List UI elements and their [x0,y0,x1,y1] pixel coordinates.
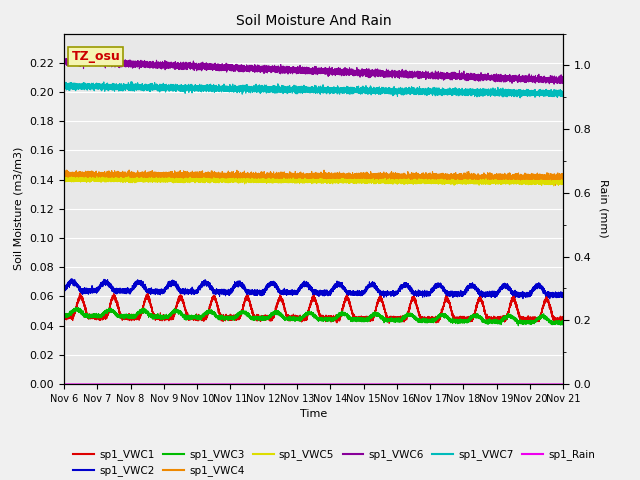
Y-axis label: Rain (mm): Rain (mm) [598,180,608,238]
Text: TZ_osu: TZ_osu [72,50,120,63]
X-axis label: Time: Time [300,409,327,419]
Legend: sp1_VWC1, sp1_VWC2, sp1_VWC3, sp1_VWC4, sp1_VWC5, sp1_VWC6, sp1_VWC7, sp1_Rain: sp1_VWC1, sp1_VWC2, sp1_VWC3, sp1_VWC4, … [69,445,599,480]
Y-axis label: Soil Moisture (m3/m3): Soil Moisture (m3/m3) [14,147,24,271]
Title: Soil Moisture And Rain: Soil Moisture And Rain [236,14,392,28]
